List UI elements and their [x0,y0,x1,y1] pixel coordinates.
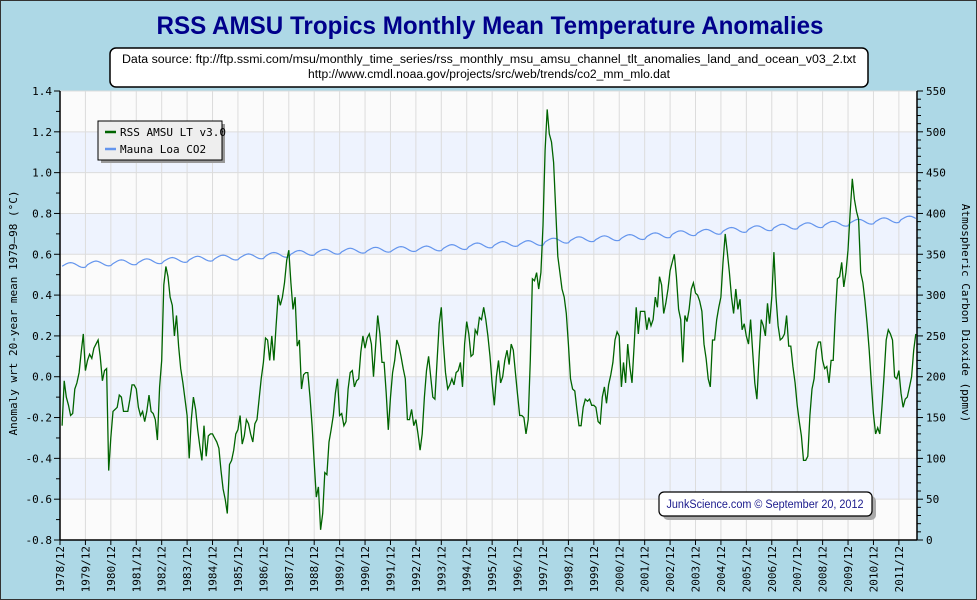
y2-tick-label: 550 [926,85,946,98]
x-tick-label: 2001/12 [639,546,652,592]
y2-tick-label: 450 [926,167,946,180]
x-tick-label: 1986/12 [257,546,270,592]
source-line-1: Data source: ftp://ftp.ssmi.com/msu/mont… [122,54,857,66]
y2-tick-label: 500 [926,126,946,139]
x-tick-label: 2003/12 [690,546,703,592]
source-box: Data source: ftp://ftp.ssmi.com/msu/mont… [109,47,869,88]
x-tick-label: 1996/12 [512,546,525,592]
x-tick-label: 2010/12 [867,546,880,592]
x-tick-label: 1980/12 [105,546,118,592]
x-tick-label: 1991/12 [384,546,397,592]
y-tick-label: 1.0 [32,167,52,180]
x-tick-label: 1978/12 [54,546,67,592]
chart-title: RSS AMSU Tropics Monthly Mean Temperatur… [157,12,824,40]
grid-band [60,295,917,336]
y2-tick-label: 50 [926,493,939,506]
x-tick-label: 1983/12 [181,546,194,592]
y-tick-label: -0.6 [26,493,53,506]
x-tick-label: 2007/12 [791,546,804,592]
x-tick-label: 1985/12 [232,546,245,592]
x-tick-label: 2006/12 [766,546,779,592]
y-tick-label: 0.6 [32,248,52,261]
y-tick-label: 0.4 [32,289,52,302]
legend-label-co2: Mauna Loa CO2 [120,143,206,156]
x-tick-label: 2005/12 [740,546,753,592]
y-tick-label: 0.0 [32,371,52,384]
grid-band [60,376,917,418]
x-tick-label: 1995/12 [486,546,499,592]
x-tick-label: 2002/12 [664,546,677,592]
x-tick-label: 1979/12 [79,546,92,592]
x-tick-label: 1984/12 [207,546,220,592]
y-tick-label: -0.2 [26,412,53,425]
credit-text: JunkScience.com © September 20, 2012 [667,499,864,511]
y2-tick-label: 0 [926,534,933,547]
x-tick-label: 1988/12 [308,546,321,592]
co2-series-line [61,215,917,269]
y-tick-label: -0.8 [26,534,53,547]
x-tick-label: 1997/12 [537,546,550,592]
y2-tick-label: 100 [926,452,946,465]
y2-tick-label: 250 [926,330,946,343]
x-tick-label: 2008/12 [817,546,830,592]
y2-axis-label: Atmospheric Carbon Dioxide (ppmv) [959,204,972,423]
x-tick-label: 1990/12 [359,546,372,592]
x-tick-label: 1998/12 [562,546,575,592]
y2-tick-label: 400 [926,207,946,220]
x-tick-label: 2004/12 [715,546,728,592]
x-tick-label: 2000/12 [613,546,626,592]
source-line-2: http://www.cmdl.noaa.gov/projects/src/we… [308,69,671,81]
x-tick-label: 2009/12 [842,546,855,592]
y2-tick-label: 300 [926,289,946,302]
y2-tick-label: 350 [926,248,946,261]
x-tick-label: 1994/12 [461,546,474,592]
y-tick-label: 0.8 [32,207,52,220]
x-tick-label: 1981/12 [130,546,143,592]
legend: RSS AMSU LT v3.0 Mauna Loa CO2 [97,120,226,163]
y-tick-label: 0.2 [32,330,52,343]
y-axis-label: Anomaly wrt 20-year mean 1979–98 (°C) [7,190,20,435]
y-tick-label: 1.4 [32,85,52,98]
temperature-series-line [61,109,917,530]
y2-tick-label: 150 [926,412,946,425]
y2-tick-label: 200 [926,371,946,384]
y-tick-label: 1.2 [32,126,52,139]
y-tick-label: -0.4 [26,452,53,465]
x-tick-label: 1999/12 [588,546,601,592]
x-tick-label: 1992/12 [410,546,423,592]
x-tick-label: 1989/12 [334,546,347,592]
x-tick-label: 1982/12 [156,546,169,592]
credit-box: JunkScience.com © September 20, 2012 [658,491,876,520]
x-tick-label: 2011/12 [893,546,906,592]
plot-area: 1978/12 1979/12 1980/12 1981/12 1982/12 1983/… [26,85,946,592]
x-tick-label: 1993/12 [435,546,448,592]
legend-label-temp: RSS AMSU LT v3.0 [120,126,226,139]
x-tick-label: 1987/12 [283,546,296,592]
